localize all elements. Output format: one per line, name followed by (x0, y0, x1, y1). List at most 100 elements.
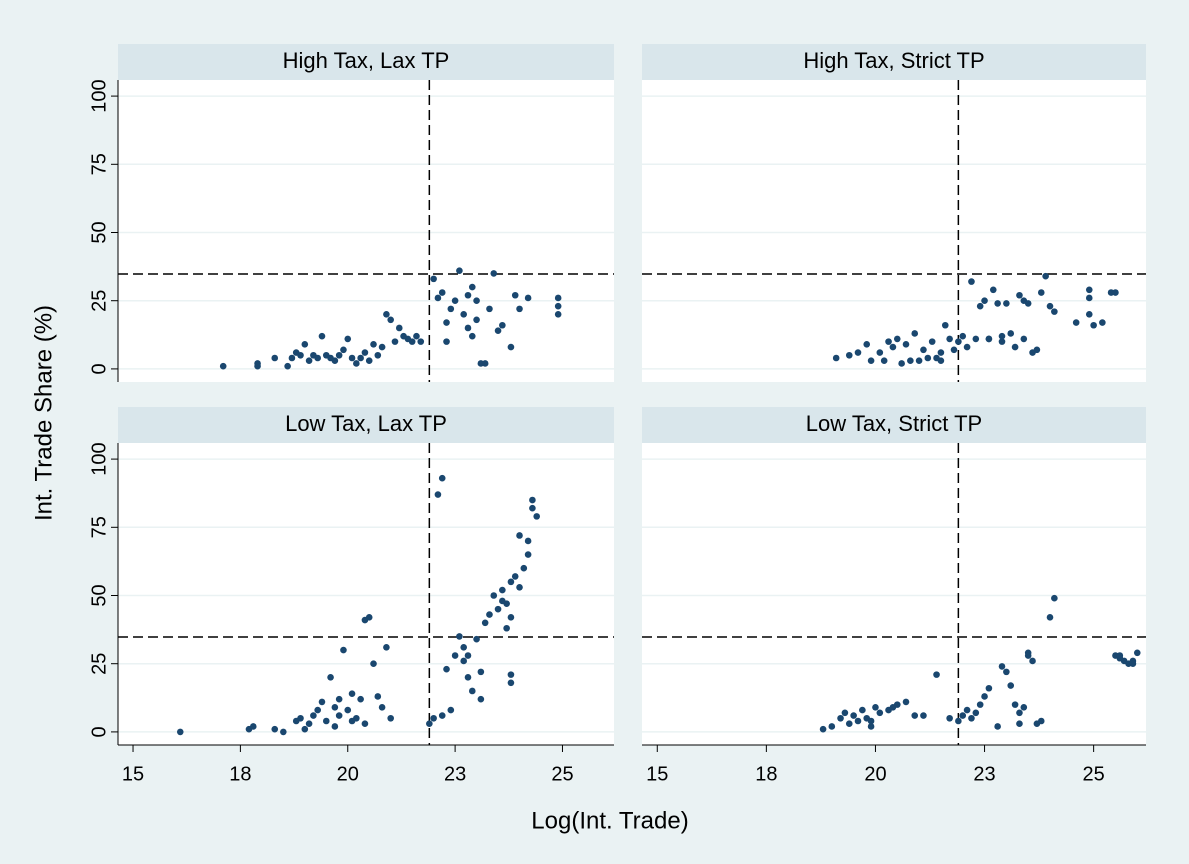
point (955, 338, 962, 345)
point (249, 723, 257, 730)
point (520, 564, 528, 572)
point (1011, 701, 1019, 708)
point (438, 289, 446, 296)
point (365, 357, 373, 365)
point (941, 321, 949, 329)
point (950, 346, 958, 354)
point (353, 360, 360, 367)
point (863, 341, 871, 348)
point (271, 354, 279, 362)
point (516, 584, 523, 591)
point (460, 311, 467, 318)
point (1046, 614, 1054, 621)
point (524, 551, 532, 558)
strip (118, 44, 614, 80)
y-tick-label: 0 (88, 726, 110, 737)
point (361, 349, 369, 356)
point (318, 698, 326, 706)
point (357, 354, 364, 362)
point (310, 712, 317, 719)
y-tick-label: 50 (88, 221, 110, 243)
point (327, 674, 334, 681)
point (430, 275, 437, 283)
x-tick-label: 23 (444, 763, 466, 785)
point (370, 660, 377, 668)
point (989, 286, 997, 294)
x-tick-label: 18 (755, 763, 777, 785)
y-tick-label: 100 (88, 442, 110, 475)
point (443, 338, 450, 345)
point (876, 709, 884, 717)
point (434, 491, 442, 498)
x-tick-label: 18 (229, 763, 251, 785)
strip (642, 44, 1146, 80)
point (946, 335, 953, 343)
point (994, 300, 1001, 307)
panel-title: High Tax, Strict TP (803, 48, 984, 73)
point (972, 335, 980, 343)
point (365, 614, 373, 621)
point (1085, 311, 1093, 318)
point (867, 357, 875, 365)
point (499, 321, 506, 329)
point (1003, 300, 1010, 307)
point (507, 578, 515, 586)
point (176, 728, 184, 736)
point (464, 291, 472, 299)
point (348, 690, 356, 698)
point (460, 657, 467, 665)
point (481, 360, 489, 367)
point (850, 712, 857, 719)
point (370, 341, 377, 348)
strip (118, 407, 614, 443)
point (340, 346, 347, 354)
point (1024, 300, 1032, 307)
point (271, 725, 279, 733)
point (468, 283, 476, 291)
y-tick-label: 100 (88, 79, 110, 112)
point (383, 311, 390, 318)
point (920, 346, 927, 354)
point (438, 712, 446, 719)
point (516, 532, 523, 539)
point (331, 704, 339, 711)
point (335, 351, 343, 359)
point (219, 362, 227, 370)
plot-area (118, 443, 614, 745)
point (499, 597, 506, 605)
point (1033, 346, 1041, 354)
point (305, 357, 313, 365)
point (288, 354, 296, 362)
point (876, 349, 884, 356)
point (1085, 286, 1093, 294)
point (417, 338, 425, 345)
panel-title: High Tax, Lax TP (283, 48, 450, 73)
point (529, 504, 536, 512)
point (920, 712, 927, 719)
point (507, 671, 515, 678)
point (1016, 720, 1023, 728)
point (867, 723, 875, 730)
point (976, 701, 984, 708)
point (434, 294, 442, 302)
point (331, 357, 339, 365)
point (473, 316, 480, 324)
point (902, 698, 910, 706)
y-tick-label: 25 (88, 290, 110, 312)
y-tick-label: 25 (88, 653, 110, 675)
point (378, 343, 386, 351)
point (841, 709, 849, 717)
point (387, 714, 394, 722)
point (413, 332, 420, 340)
point (819, 725, 827, 733)
point (885, 338, 892, 345)
point (486, 305, 493, 313)
point (254, 360, 261, 367)
point (959, 712, 967, 719)
point (928, 338, 936, 345)
point (893, 335, 901, 343)
point (443, 319, 450, 326)
point (357, 695, 364, 703)
point (499, 586, 506, 594)
point (854, 349, 862, 356)
